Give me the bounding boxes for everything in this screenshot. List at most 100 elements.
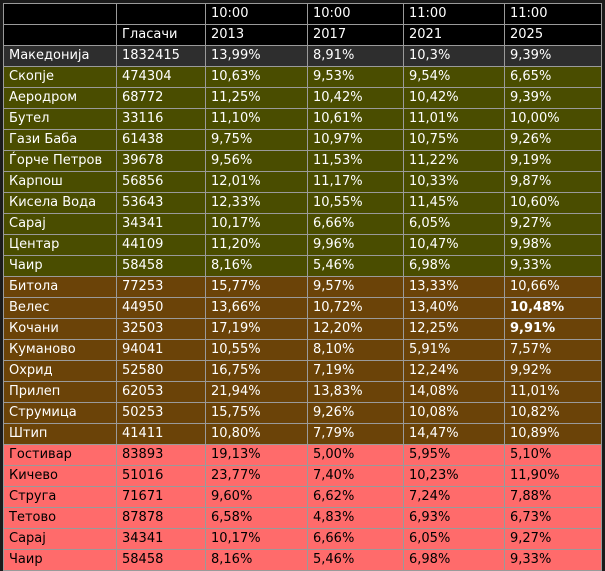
voters-cell[interactable]: 44109 — [116, 234, 206, 256]
turnout-cell[interactable]: 7,57% — [504, 339, 602, 361]
turnout-cell[interactable]: 9,91% — [504, 318, 602, 340]
turnout-cell[interactable]: 7,40% — [307, 465, 404, 487]
turnout-cell[interactable]: 11,10% — [205, 108, 308, 130]
turnout-cell[interactable]: 10,47% — [403, 234, 505, 256]
turnout-cell[interactable]: 6,98% — [403, 549, 505, 571]
municipality-cell[interactable]: Струмица — [3, 402, 117, 424]
turnout-cell[interactable]: 9,33% — [504, 255, 602, 277]
turnout-cell[interactable]: 11,45% — [403, 192, 505, 214]
voters-cell[interactable]: 32503 — [116, 318, 206, 340]
municipality-cell[interactable]: Куманово — [3, 339, 117, 361]
municipality-cell[interactable]: Штип — [3, 423, 117, 445]
turnout-cell[interactable]: 15,77% — [205, 276, 308, 298]
turnout-cell[interactable]: 11,17% — [307, 171, 404, 193]
voters-cell[interactable]: 56856 — [116, 171, 206, 193]
municipality-cell[interactable]: Гостивар — [3, 444, 117, 466]
turnout-cell[interactable]: 13,99% — [205, 45, 308, 67]
turnout-cell[interactable]: 10,42% — [307, 87, 404, 109]
turnout-cell[interactable]: 9,60% — [205, 486, 308, 508]
municipality-cell[interactable]: Кочани — [3, 318, 117, 340]
turnout-cell[interactable]: 8,10% — [307, 339, 404, 361]
turnout-cell[interactable]: 16,75% — [205, 360, 308, 382]
turnout-cell[interactable]: 7,79% — [307, 423, 404, 445]
voters-cell[interactable]: 62053 — [116, 381, 206, 403]
voters-cell[interactable]: 61438 — [116, 129, 206, 151]
turnout-cell[interactable]: 23,77% — [205, 465, 308, 487]
voters-cell[interactable]: 474304 — [116, 66, 206, 88]
municipality-cell[interactable]: Тетово — [3, 507, 117, 529]
turnout-cell[interactable]: 9,33% — [504, 549, 602, 571]
turnout-cell[interactable]: 13,66% — [205, 297, 308, 319]
turnout-cell[interactable]: 12,20% — [307, 318, 404, 340]
turnout-cell[interactable]: 9,26% — [504, 129, 602, 151]
turnout-cell[interactable]: 9,39% — [504, 87, 602, 109]
header-time[interactable]: 11:00 — [403, 3, 505, 25]
turnout-cell[interactable]: 10,60% — [504, 192, 602, 214]
turnout-cell[interactable]: 14,47% — [403, 423, 505, 445]
header-voters[interactable]: Гласачи — [116, 24, 206, 46]
voters-cell[interactable]: 58458 — [116, 549, 206, 571]
turnout-cell[interactable]: 17,19% — [205, 318, 308, 340]
turnout-cell[interactable]: 5,91% — [403, 339, 505, 361]
voters-cell[interactable]: 41411 — [116, 423, 206, 445]
turnout-cell[interactable]: 9,87% — [504, 171, 602, 193]
municipality-cell[interactable]: Гази Баба — [3, 129, 117, 151]
voters-cell[interactable]: 94041 — [116, 339, 206, 361]
turnout-cell[interactable]: 10,48% — [504, 297, 602, 319]
turnout-cell[interactable]: 10,66% — [504, 276, 602, 298]
voters-cell[interactable]: 33116 — [116, 108, 206, 130]
turnout-cell[interactable]: 9,27% — [504, 213, 602, 235]
turnout-cell[interactable]: 10,3% — [403, 45, 505, 67]
voters-cell[interactable]: 44950 — [116, 297, 206, 319]
turnout-cell[interactable]: 9,98% — [504, 234, 602, 256]
turnout-cell[interactable]: 6,98% — [403, 255, 505, 277]
turnout-cell[interactable]: 11,22% — [403, 150, 505, 172]
voters-cell[interactable]: 39678 — [116, 150, 206, 172]
turnout-cell[interactable]: 10,72% — [307, 297, 404, 319]
turnout-cell[interactable]: 9,27% — [504, 528, 602, 550]
voters-cell[interactable]: 71671 — [116, 486, 206, 508]
turnout-cell[interactable]: 10,23% — [403, 465, 505, 487]
voters-cell[interactable]: 53643 — [116, 192, 206, 214]
turnout-cell[interactable]: 9,57% — [307, 276, 404, 298]
turnout-cell[interactable]: 11,20% — [205, 234, 308, 256]
voters-cell[interactable]: 83893 — [116, 444, 206, 466]
voters-cell[interactable]: 1832415 — [116, 45, 206, 67]
turnout-cell[interactable]: 10,08% — [403, 402, 505, 424]
turnout-cell[interactable]: 11,90% — [504, 465, 602, 487]
municipality-cell[interactable]: Охрид — [3, 360, 117, 382]
turnout-cell[interactable]: 10,80% — [205, 423, 308, 445]
municipality-cell[interactable]: Сарај — [3, 528, 117, 550]
header-year[interactable]: 2021 — [403, 24, 505, 46]
voters-cell[interactable]: 58458 — [116, 255, 206, 277]
turnout-cell[interactable]: 13,83% — [307, 381, 404, 403]
turnout-cell[interactable]: 6,58% — [205, 507, 308, 529]
turnout-cell[interactable]: 10,17% — [205, 528, 308, 550]
turnout-cell[interactable]: 7,19% — [307, 360, 404, 382]
municipality-cell[interactable]: Битола — [3, 276, 117, 298]
turnout-cell[interactable]: 12,24% — [403, 360, 505, 382]
turnout-cell[interactable]: 5,46% — [307, 255, 404, 277]
turnout-cell[interactable]: 12,25% — [403, 318, 505, 340]
turnout-cell[interactable]: 14,08% — [403, 381, 505, 403]
turnout-cell[interactable]: 7,88% — [504, 486, 602, 508]
voters-cell[interactable]: 34341 — [116, 528, 206, 550]
turnout-cell[interactable]: 10,82% — [504, 402, 602, 424]
municipality-cell[interactable]: Велес — [3, 297, 117, 319]
municipality-cell[interactable]: Чаир — [3, 549, 117, 571]
turnout-cell[interactable]: 10,63% — [205, 66, 308, 88]
municipality-cell[interactable]: Ѓорче Петров — [3, 150, 117, 172]
turnout-cell[interactable]: 10,42% — [403, 87, 505, 109]
turnout-cell[interactable]: 15,75% — [205, 402, 308, 424]
turnout-cell[interactable]: 9,19% — [504, 150, 602, 172]
voters-cell[interactable]: 68772 — [116, 87, 206, 109]
municipality-cell[interactable]: Аеродром — [3, 87, 117, 109]
turnout-cell[interactable]: 8,91% — [307, 45, 404, 67]
turnout-cell[interactable]: 9,56% — [205, 150, 308, 172]
turnout-cell[interactable]: 10,55% — [307, 192, 404, 214]
voters-cell[interactable]: 34341 — [116, 213, 206, 235]
turnout-cell[interactable]: 10,61% — [307, 108, 404, 130]
header-time[interactable]: 10:00 — [307, 3, 404, 25]
turnout-cell[interactable]: 9,96% — [307, 234, 404, 256]
turnout-cell[interactable]: 5,10% — [504, 444, 602, 466]
